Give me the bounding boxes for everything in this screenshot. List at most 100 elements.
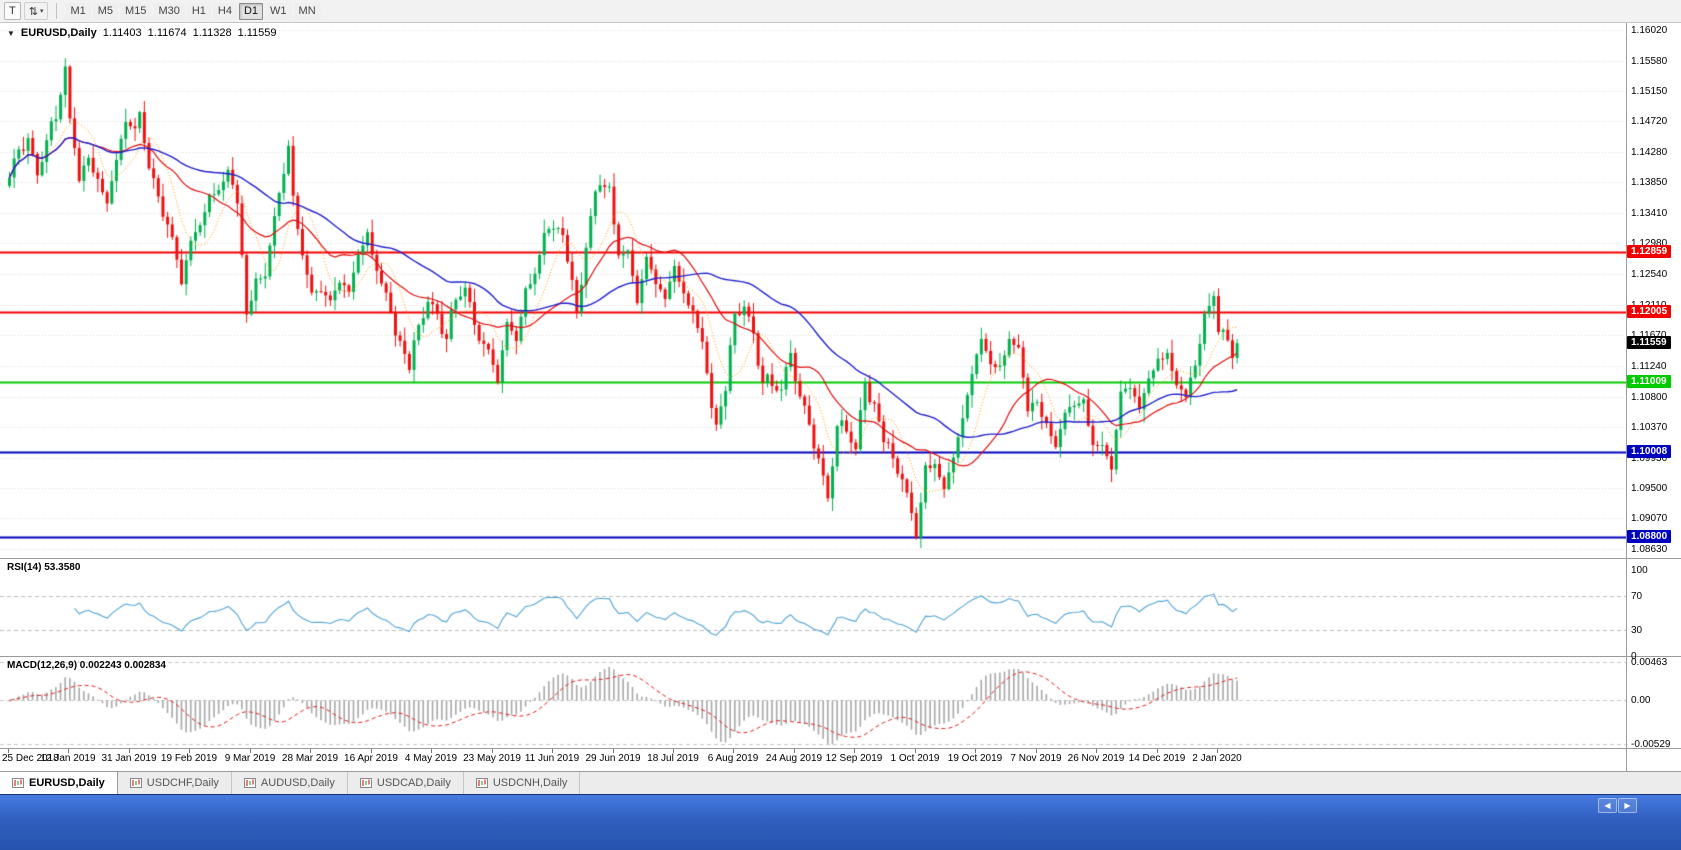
date-axis-tick bbox=[613, 749, 614, 753]
tab-scroll-left-button[interactable]: ◀ bbox=[1598, 798, 1617, 813]
current-price-tag: 1.11559 bbox=[1627, 336, 1671, 350]
tab-label: USDCHF,Daily bbox=[146, 777, 219, 789]
date-axis-label: 29 Jun 2019 bbox=[585, 753, 641, 764]
hline-price-tag[interactable]: 1.12005 bbox=[1627, 304, 1672, 318]
price-axis-label: 1.15150 bbox=[1631, 86, 1668, 98]
timeframe-button-m15[interactable]: M15 bbox=[120, 2, 152, 20]
rsi-level-label: 0 bbox=[1631, 651, 1637, 662]
hline-price-tag[interactable]: 1.08800 bbox=[1627, 529, 1672, 543]
timeframe-buttons: M1 M5 M15 M30 H1 H4 D1 W1 MN bbox=[65, 2, 321, 20]
macd-dateaxis-separator bbox=[0, 748, 1681, 749]
price-axis-label: 1.13850 bbox=[1631, 177, 1668, 189]
sort-arrows-icon: ⇅ bbox=[28, 5, 38, 18]
date-axis-tick bbox=[250, 749, 251, 753]
date-axis-label: 4 May 2019 bbox=[404, 753, 458, 764]
date-axis-tick bbox=[1096, 749, 1097, 753]
tab-chart-icon bbox=[12, 778, 24, 788]
letter-t-icon: T bbox=[9, 5, 16, 17]
rsi-level-label: 30 bbox=[1631, 625, 1643, 637]
price-axis-label: 1.14720 bbox=[1631, 116, 1668, 128]
timeframe-button-mn[interactable]: MN bbox=[293, 2, 321, 20]
rsi-macd-separator[interactable] bbox=[0, 656, 1681, 657]
timeframe-button-w1[interactable]: W1 bbox=[265, 2, 292, 20]
chart-close-value: 1.11559 bbox=[237, 27, 277, 39]
chart-tab-eurusd[interactable]: EURUSD,Daily bbox=[0, 772, 118, 794]
timeframe-button-h4[interactable]: H4 bbox=[212, 2, 237, 20]
chart-tab-usdcnh[interactable]: USDCNH,Daily bbox=[463, 772, 581, 794]
date-axis-label: 19 Feb 2019 bbox=[160, 753, 218, 764]
chart-tab-usdcad[interactable]: USDCAD,Daily bbox=[347, 772, 464, 794]
date-axis-tick bbox=[673, 749, 674, 753]
price-axis-label: 1.15580 bbox=[1631, 55, 1668, 67]
tab-scroll-right-button[interactable]: ▶ bbox=[1618, 798, 1637, 813]
chart-ohlc-header: ▼ EURUSD,Daily 1.11403 1.11674 1.11328 1… bbox=[7, 27, 277, 39]
arrange-charts-button[interactable]: ⇅ ▾ bbox=[23, 2, 49, 20]
hline-price-tag[interactable]: 1.12859 bbox=[1627, 244, 1672, 258]
main-rsi-separator[interactable] bbox=[0, 558, 1681, 559]
toolbar-separator bbox=[56, 3, 58, 19]
date-axis-tick bbox=[915, 749, 916, 753]
macd-indicator-canvas[interactable] bbox=[0, 657, 1626, 748]
rsi-header-label: RSI(14) 53.3580 bbox=[7, 562, 81, 573]
price-axis-label: 1.12980 bbox=[1631, 238, 1668, 250]
timeframe-button-m1[interactable]: M1 bbox=[65, 2, 91, 20]
date-axis-tick bbox=[68, 749, 69, 753]
date-axis-tick bbox=[1157, 749, 1158, 753]
chevron-down-icon: ▾ bbox=[39, 8, 44, 15]
date-axis-tick bbox=[8, 749, 9, 753]
chart-open-value: 1.11403 bbox=[102, 27, 142, 39]
window-bottom-strip: ◀ ▶ bbox=[0, 794, 1681, 850]
tab-label: AUDUSD,Daily bbox=[260, 777, 335, 789]
hline-price-tag[interactable]: 1.11009 bbox=[1627, 374, 1671, 388]
timeframe-button-d1[interactable]: D1 bbox=[238, 2, 264, 20]
date-axis-tick bbox=[492, 749, 493, 753]
price-axis-label: 1.13410 bbox=[1631, 208, 1668, 220]
timeframe-button-h1[interactable]: H1 bbox=[186, 2, 211, 20]
tab-chart-icon bbox=[359, 778, 372, 788]
date-axis-label: 11 Jun 2019 bbox=[524, 753, 580, 764]
date-axis-tick bbox=[371, 749, 372, 753]
price-axis-label: 1.10800 bbox=[1631, 391, 1668, 403]
tab-label: USDCNH,Daily bbox=[492, 777, 568, 789]
price-axis-line bbox=[1626, 23, 1627, 771]
timeframe-button-m5[interactable]: M5 bbox=[92, 2, 119, 20]
price-axis-label: 1.11240 bbox=[1631, 360, 1667, 372]
date-axis-label: 26 Nov 2019 bbox=[1067, 753, 1125, 764]
price-axis-label: 1.10370 bbox=[1631, 421, 1668, 433]
text-tool-button[interactable]: T bbox=[4, 2, 21, 20]
date-axis-label: 9 Mar 2019 bbox=[224, 753, 276, 764]
tab-label: USDCAD,Daily bbox=[376, 777, 451, 789]
macd-level-label: 0.00463 bbox=[1631, 657, 1668, 669]
date-axis-tick bbox=[129, 749, 130, 753]
price-axis-label: 1.09070 bbox=[1631, 512, 1668, 524]
chart-dropdown-icon[interactable]: ▼ bbox=[7, 28, 15, 38]
rsi-level-label: 100 bbox=[1631, 565, 1648, 576]
rsi-level-label: 70 bbox=[1631, 590, 1643, 602]
macd-level-label: -0.00529 bbox=[1631, 739, 1671, 751]
chart-low-value: 1.11328 bbox=[192, 27, 232, 39]
macd-header-label: MACD(12,26,9) 0.002243 0.002834 bbox=[7, 660, 166, 671]
date-axis-tick bbox=[794, 749, 795, 753]
date-axis-label: 19 Oct 2019 bbox=[947, 753, 1003, 764]
date-axis-label: 12 Jan 2019 bbox=[40, 753, 96, 764]
price-axis-label: 1.09500 bbox=[1631, 482, 1668, 494]
chart-tab-audusd[interactable]: AUDUSD,Daily bbox=[231, 772, 348, 794]
price-axis-label: 1.08630 bbox=[1631, 543, 1668, 555]
timeframe-button-m30[interactable]: M30 bbox=[153, 2, 185, 20]
date-axis-tick bbox=[310, 749, 311, 753]
date-axis-label: 23 May 2019 bbox=[463, 753, 521, 764]
date-axis-tick bbox=[1036, 749, 1037, 753]
chart-high-value: 1.11674 bbox=[147, 27, 187, 39]
chart-tab-usdchf[interactable]: USDCHF,Daily bbox=[117, 772, 232, 794]
date-axis-label: 25 Dec 2018 bbox=[2, 753, 59, 764]
date-axis-label: 18 Jul 2019 bbox=[647, 753, 699, 764]
date-axis-tick bbox=[733, 749, 734, 753]
rsi-indicator-canvas[interactable] bbox=[0, 559, 1626, 656]
date-axis-label: 14 Dec 2019 bbox=[1128, 753, 1186, 764]
date-axis-tick bbox=[1217, 749, 1218, 753]
price-chart-canvas[interactable] bbox=[0, 23, 1626, 558]
hline-price-tag[interactable]: 1.10008 bbox=[1627, 445, 1672, 459]
date-axis-label: 31 Jan 2019 bbox=[101, 753, 157, 764]
price-axis-label: 1.12540 bbox=[1631, 269, 1668, 281]
